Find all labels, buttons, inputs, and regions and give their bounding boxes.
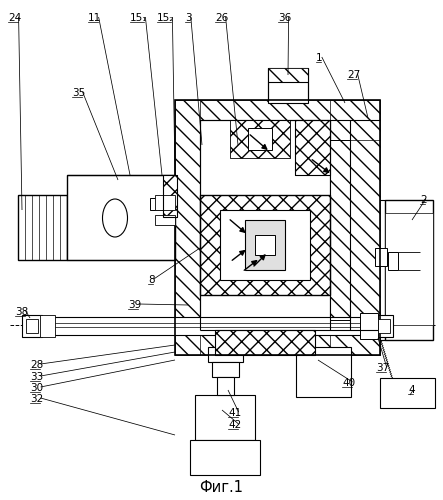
Text: 15₂: 15₂	[157, 13, 175, 23]
Bar	[163, 175, 177, 217]
Bar	[215, 330, 315, 355]
Text: 41: 41	[228, 408, 241, 418]
Text: 32: 32	[30, 394, 43, 404]
Bar	[26, 319, 38, 333]
Bar	[268, 68, 308, 103]
Bar	[155, 195, 175, 210]
Bar	[175, 100, 380, 355]
Bar	[380, 378, 435, 408]
Bar	[18, 195, 67, 260]
Bar	[245, 220, 285, 270]
Polygon shape	[330, 140, 350, 320]
Text: 8: 8	[148, 275, 155, 285]
Bar	[18, 195, 25, 260]
Bar	[375, 315, 393, 337]
Bar	[46, 195, 53, 260]
Bar	[255, 235, 275, 255]
Text: 15₁: 15₁	[130, 13, 148, 23]
Bar	[230, 120, 290, 158]
Polygon shape	[268, 68, 308, 82]
Bar	[295, 120, 330, 175]
Bar	[53, 195, 60, 260]
Text: 26: 26	[215, 13, 228, 23]
Text: 1: 1	[316, 53, 323, 63]
Bar	[296, 347, 351, 397]
Text: 2: 2	[420, 195, 427, 205]
Bar	[217, 377, 234, 395]
Text: 33: 33	[30, 372, 43, 382]
Bar	[22, 315, 42, 337]
Bar	[195, 395, 255, 440]
Polygon shape	[330, 100, 380, 355]
Bar	[385, 200, 433, 340]
Polygon shape	[175, 100, 200, 355]
Bar	[330, 140, 350, 320]
Bar	[163, 175, 177, 217]
Polygon shape	[350, 320, 380, 330]
Bar	[388, 252, 398, 270]
Text: 35: 35	[72, 88, 85, 98]
Bar	[200, 195, 330, 295]
Bar	[295, 120, 330, 175]
Bar	[385, 213, 433, 325]
Bar	[220, 210, 310, 280]
Bar	[67, 175, 175, 260]
Bar	[40, 317, 380, 335]
Bar	[360, 313, 378, 339]
Text: 37: 37	[376, 363, 389, 373]
Text: Фиг.1: Фиг.1	[199, 480, 243, 494]
Bar	[378, 319, 390, 333]
Bar	[375, 248, 387, 266]
Bar	[150, 198, 172, 210]
Text: 27: 27	[347, 70, 360, 80]
Bar	[200, 120, 330, 330]
Text: 36: 36	[278, 13, 291, 23]
Text: 3: 3	[185, 13, 192, 23]
Polygon shape	[350, 120, 380, 140]
Polygon shape	[175, 330, 380, 355]
Ellipse shape	[102, 199, 128, 237]
Text: 28: 28	[30, 360, 43, 370]
Text: 42: 42	[228, 420, 241, 430]
Bar	[60, 195, 67, 260]
Bar	[212, 362, 239, 377]
Bar	[200, 195, 330, 295]
Bar	[248, 128, 272, 150]
Bar	[208, 347, 243, 362]
Bar	[32, 195, 39, 260]
Polygon shape	[175, 100, 380, 120]
Text: 40: 40	[342, 378, 355, 388]
Bar	[155, 215, 175, 225]
Bar	[215, 330, 315, 355]
Text: 4: 4	[408, 385, 415, 395]
Text: 11: 11	[88, 13, 101, 23]
Bar	[25, 195, 32, 260]
Text: 38: 38	[15, 307, 28, 317]
Bar	[268, 68, 308, 82]
Bar	[190, 440, 260, 475]
Text: 30: 30	[30, 383, 43, 393]
Bar	[40, 315, 55, 337]
Text: 39: 39	[128, 300, 141, 310]
Text: 24: 24	[8, 13, 21, 23]
Bar	[39, 195, 46, 260]
